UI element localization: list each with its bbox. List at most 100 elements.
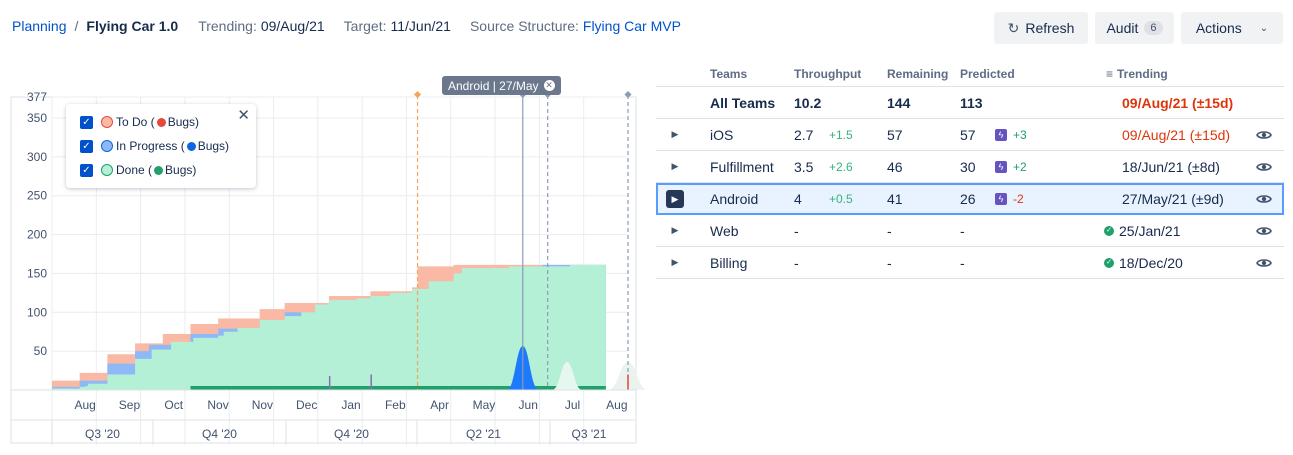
- forecast-bell: [608, 362, 645, 390]
- checkbox-checked-icon[interactable]: ✓: [80, 163, 93, 177]
- caret-right-icon[interactable]: ▶: [671, 129, 679, 139]
- row-trending: 09/Aug/21 (±15d): [1122, 126, 1231, 143]
- page-title: Flying Car 1.0: [86, 18, 179, 34]
- target-value: 11/Jun/21: [390, 18, 451, 34]
- table-header-row: Teams Throughput Remaining Predicted ≡ Tr…: [656, 60, 1284, 87]
- trending-label: Trending:: [198, 18, 257, 34]
- legend-swatch-done: [101, 164, 113, 176]
- page-header: Planning / Flying Car 1.0 Trending: 09/A…: [0, 0, 1293, 56]
- breadcrumb-planning-link[interactable]: Planning: [12, 18, 67, 34]
- col-header-predicted: Predicted: [960, 67, 1015, 81]
- x-month-label: Apr: [430, 398, 449, 412]
- row-throughput-delta: +2.6: [829, 159, 853, 174]
- legend-item-in-progress[interactable]: ✓ In Progress (Bugs): [80, 139, 229, 153]
- row-trending: ✓ 25/Jan/21: [1104, 215, 1181, 246]
- refresh-button[interactable]: ↻ Refresh: [994, 12, 1088, 44]
- legend-bug-dot-done: [154, 165, 164, 175]
- row-expander[interactable]: ▶: [666, 215, 684, 246]
- lightning-icon: ϟ: [995, 128, 1007, 141]
- row-remaining: 41: [887, 191, 903, 207]
- eye-icon[interactable]: [1256, 247, 1272, 278]
- x-quarter-label: Q4 '20: [202, 427, 237, 441]
- row-expander[interactable]: ▶: [666, 151, 684, 182]
- done-bugs-bar: [190, 386, 606, 390]
- row-throughput: -: [794, 254, 799, 271]
- y-tick-label: 150: [27, 266, 47, 280]
- row-predicted: 57: [960, 126, 976, 143]
- x-month-label: Nov: [207, 398, 228, 412]
- legend-item-done[interactable]: ✓ Done (Bugs): [80, 163, 196, 177]
- row-trending-value: 18/Dec/20: [1119, 254, 1183, 271]
- row-remaining: 46: [887, 158, 903, 175]
- audit-button[interactable]: Audit 6: [1095, 12, 1174, 44]
- legend-close-icon[interactable]: ✕: [237, 107, 250, 124]
- chart-x-axis: Aug Sep Oct Nov Nov Dec Jan Feb Apr May Jun Jul Aug Q…: [11, 389, 636, 445]
- eye-icon[interactable]: [1256, 185, 1272, 213]
- check-circle-icon: ✓: [1104, 257, 1114, 268]
- refresh-button-label: Refresh: [1025, 20, 1075, 36]
- row-predicted: -: [960, 222, 965, 239]
- table-row-total: All Teams 10.2 144 113 09/Aug/21 (±15d): [656, 87, 1284, 119]
- table-row[interactable]: ▶ Fulfillment 3.5 +2.6 46 30 ϟ +2 18/Jun/21 (±8d…: [656, 151, 1284, 183]
- col-header-throughput: Throughput: [794, 67, 862, 81]
- x-month-label: Aug: [74, 398, 95, 412]
- row-predicted-delta: ϟ +3: [995, 119, 1027, 150]
- eye-icon[interactable]: [1256, 119, 1272, 150]
- refresh-icon: ↻: [1007, 19, 1020, 36]
- row-predicted-delta: ϟ -2: [995, 185, 1024, 213]
- actions-button[interactable]: Actions ⌄: [1181, 12, 1283, 44]
- table-row[interactable]: ▶ iOS 2.7 +1.5 57 57 ϟ +3 09/Aug/21 (±15d): [656, 119, 1284, 151]
- chart-areas: [52, 264, 606, 390]
- eye-icon[interactable]: [1256, 151, 1272, 182]
- chart-markers: [414, 90, 632, 390]
- row-throughput-delta: +0.5: [829, 192, 853, 206]
- row-throughput-delta: +1.5: [829, 127, 853, 142]
- forecast-bell: [552, 362, 583, 390]
- row-remaining: -: [887, 254, 892, 271]
- area-done: [52, 264, 606, 390]
- x-month-label: Nov: [252, 398, 273, 412]
- caret-right-icon[interactable]: ▶: [666, 190, 684, 208]
- caret-right-icon[interactable]: ▶: [671, 257, 679, 267]
- audit-button-label: Audit: [1106, 20, 1139, 36]
- x-quarter-label: Q2 '21: [466, 427, 501, 441]
- row-team[interactable]: Fulfillment: [710, 158, 774, 175]
- source-structure-link[interactable]: Flying Car MVP: [582, 18, 681, 34]
- actions-button-label: Actions: [1195, 20, 1242, 36]
- col-header-teams: Teams: [710, 67, 748, 81]
- y-tick-label: 350: [27, 111, 47, 125]
- eye-icon[interactable]: [1256, 215, 1272, 246]
- marker-tooltip-label: Android | 27/May: [448, 78, 539, 93]
- close-icon[interactable]: ✕: [543, 80, 555, 91]
- row-team[interactable]: Web: [710, 222, 739, 239]
- breadcrumb-separator: /: [74, 18, 79, 34]
- row-team[interactable]: iOS: [710, 126, 734, 143]
- legend-label-done: Done (: [116, 163, 153, 177]
- checkbox-checked-icon[interactable]: ✓: [80, 115, 93, 129]
- caret-right-icon[interactable]: ▶: [671, 161, 679, 171]
- y-tick-label: 250: [27, 189, 47, 203]
- y-tick-label: 200: [27, 228, 47, 242]
- caret-right-icon[interactable]: ▶: [671, 225, 679, 235]
- row-throughput: 4: [794, 191, 802, 207]
- row-expander[interactable]: ▶: [666, 247, 684, 278]
- x-month-label: Oct: [164, 398, 183, 412]
- legend-item-todo[interactable]: ✓ To Do (Bugs): [80, 115, 199, 129]
- source-structure-label: Source Structure:: [469, 18, 579, 34]
- x-month-label: Jan: [341, 398, 360, 412]
- table-row[interactable]: ▶ Billing - - - ✓ 18/Dec/20: [656, 247, 1284, 279]
- row-team[interactable]: Android: [710, 191, 759, 207]
- table-row[interactable]: ▶ Android 4 +0.5 41 26 ϟ -2 27/May/21 (±9d): [656, 183, 1284, 215]
- table-row[interactable]: ▶ Web - - - ✓ 25/Jan/21: [656, 215, 1284, 247]
- row-team[interactable]: Billing: [710, 254, 748, 271]
- row-expander[interactable]: ▶: [666, 119, 684, 150]
- y-tick-label: 50: [34, 344, 48, 358]
- lightning-icon: ϟ: [995, 193, 1007, 205]
- total-remaining: 144: [887, 94, 911, 111]
- row-expander[interactable]: ▶: [666, 185, 684, 213]
- x-month-label: Jul: [565, 398, 580, 412]
- checkbox-checked-icon[interactable]: ✓: [80, 139, 93, 153]
- row-throughput: 2.7: [794, 126, 814, 143]
- col-header-trending[interactable]: ≡ Trending: [1106, 67, 1168, 81]
- target-marker-diamond: [414, 90, 422, 99]
